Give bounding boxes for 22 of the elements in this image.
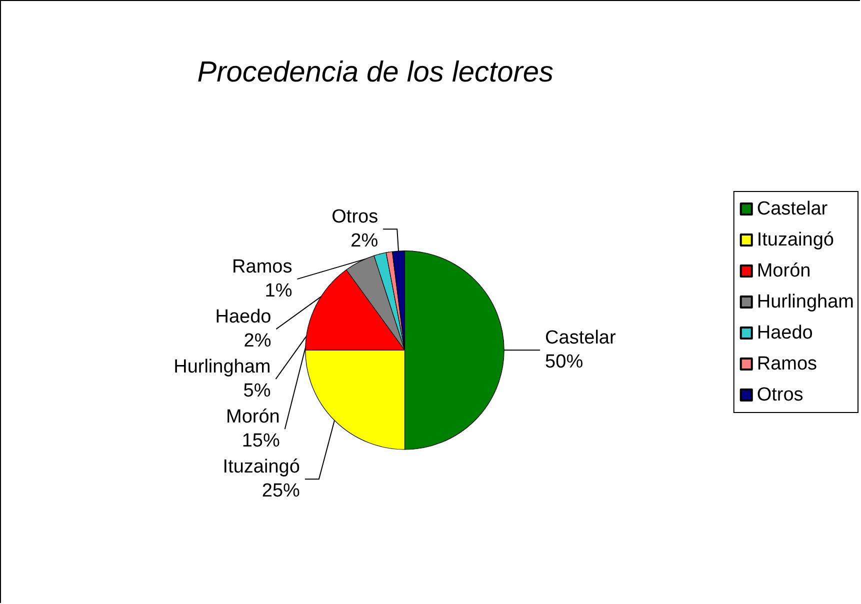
legend-label: Morón: [756, 260, 811, 282]
slice-label: Haedo: [215, 306, 272, 328]
slice-label: Ramos: [232, 256, 292, 278]
slice-label: Ituzaingó: [222, 456, 300, 478]
slice-label: Otros: [332, 206, 378, 228]
slice-label: Castelar: [545, 328, 616, 349]
data-label: 50%: [545, 352, 584, 373]
chart-title: Procedencia de los lectores: [197, 56, 554, 88]
data-label: 15%: [242, 430, 280, 452]
legend-label: Haedo: [756, 322, 813, 344]
legend-label: Otros: [756, 384, 804, 406]
legend-label: Castelar: [756, 198, 828, 220]
data-label: 5%: [243, 380, 271, 402]
data-label: 2%: [244, 330, 272, 352]
slice-label: Hurlingham: [174, 356, 271, 378]
legend-label: Ramos: [756, 354, 818, 374]
data-label: 25%: [262, 480, 300, 502]
data-label: 2%: [350, 230, 378, 252]
legend-label: Ituzaingó: [756, 230, 834, 250]
slice-label: Morón: [226, 406, 280, 428]
legend-label: Hurlingham: [756, 292, 854, 312]
data-label: 1%: [264, 280, 292, 302]
